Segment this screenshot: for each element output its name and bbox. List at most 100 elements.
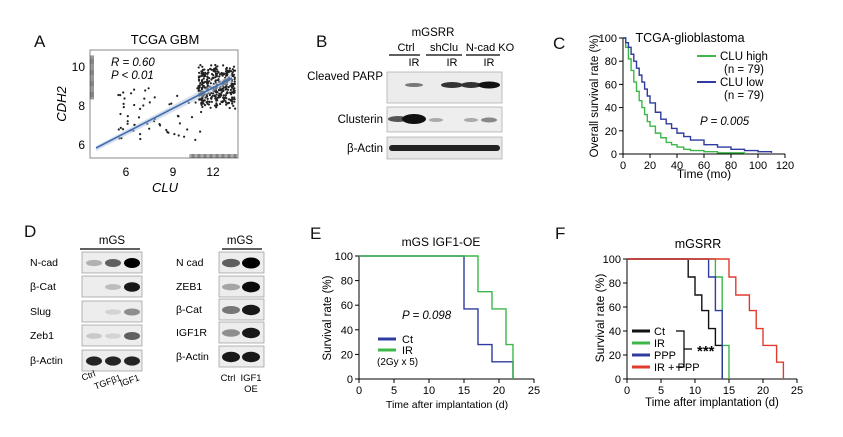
scatter-point [233, 80, 236, 83]
panel-f-series-ct [627, 258, 723, 379]
x-tick-label: 40 [671, 160, 683, 172]
scatter-point [198, 84, 201, 87]
blot-band [242, 304, 260, 316]
y-tick-label: 0 [615, 374, 621, 386]
blot-band [242, 327, 260, 339]
panel-letter-c: C [553, 34, 566, 53]
panel-b: mGSRR Ctrl shClu N-cad KO IR IR IR Cleav… [307, 27, 515, 160]
panel-f-series-ir-ppp [627, 258, 785, 379]
x-tick-label: 100 [749, 160, 767, 172]
scatter-point [225, 85, 228, 88]
scatter-point [144, 89, 147, 92]
panel-b-group-label: Ctrl [397, 42, 414, 54]
scatter-point [222, 64, 225, 67]
scatter-point [206, 95, 209, 98]
scatter-point [232, 65, 236, 68]
scatter-point [226, 88, 230, 91]
scatter-point [218, 75, 221, 78]
panel-c-series-clu-low [623, 37, 773, 153]
panel-f-legend-label: IR [654, 338, 665, 350]
panel-c-legend-n: (n = 79) [724, 90, 764, 102]
panel-c-title: TCGA-glioblastoma [635, 31, 744, 45]
scatter-point [200, 98, 203, 101]
panel-c-series-clu-high [623, 37, 746, 154]
blot-band [105, 259, 121, 267]
blot-band [429, 118, 443, 122]
scatter-point [225, 101, 228, 104]
panel-c-legend-label: CLU high [720, 51, 768, 63]
panel-f-legend-label: IR + PPP [654, 362, 700, 374]
scatter-point [177, 134, 180, 137]
scatter-point [217, 78, 220, 81]
panel-c-legend-label: CLU low [720, 77, 764, 89]
panel-a-rug [90, 55, 238, 158]
scatter-point [208, 93, 211, 97]
scatter-point [219, 102, 222, 106]
panel-a-scatter-points [117, 63, 237, 141]
panel-d-row-label: β-Actin [30, 355, 63, 367]
scatter-point [231, 71, 234, 74]
scatter-point [178, 122, 181, 125]
scatter-point [215, 93, 218, 96]
panel-a-xtick: 9 [170, 165, 177, 179]
scatter-point [232, 104, 235, 107]
blot-strip [81, 324, 143, 347]
scatter-point [137, 116, 141, 119]
blot-band [86, 259, 102, 267]
scatter-point [210, 97, 213, 100]
panel-letter-a: A [34, 32, 46, 51]
scatter-point [177, 115, 180, 118]
scatter-point [219, 73, 222, 76]
panel-a-frame [89, 49, 239, 159]
panel-b-group-label: N-cad KO [466, 42, 515, 54]
scatter-point [218, 92, 221, 95]
scatter-point [199, 64, 202, 67]
panel-d-lane-label: IGF1 [118, 372, 140, 388]
scatter-point [210, 64, 213, 67]
panel-b-row-label: β-Actin [347, 143, 383, 155]
panel-f-xlabel: Time after implantation (d) [645, 397, 779, 409]
scatter-point [208, 80, 211, 83]
panel-e-series-ir [359, 255, 514, 379]
scatter-point [233, 98, 236, 101]
panel-d-row-label: IGF1R [176, 327, 207, 339]
scatter-point [221, 89, 224, 92]
panel-d-row-label: β-Cat [30, 281, 56, 293]
scatter-point [204, 74, 207, 78]
panel-a-ytick: 8 [78, 99, 85, 113]
scatter-point [117, 128, 120, 131]
panel-letter-b: B [316, 32, 328, 51]
panel-a-title: TCGA GBM [131, 32, 200, 47]
scatter-point [168, 103, 171, 106]
scatter-point [206, 76, 209, 79]
scatter-point [228, 106, 231, 110]
blot-band [222, 258, 240, 268]
panel-e-series-ct [359, 255, 514, 379]
scatter-point [216, 65, 219, 68]
scatter-point [194, 101, 197, 104]
scatter-point [229, 84, 232, 87]
scatter-point [202, 77, 205, 80]
scatter-point [126, 120, 129, 123]
blot-band [222, 351, 240, 363]
panel-e-ylabel: Survival rate (%) [322, 275, 334, 360]
x-tick-label: 10 [423, 385, 435, 397]
scatter-point [203, 104, 207, 107]
blot-strip [81, 275, 143, 298]
scatter-point [153, 96, 156, 99]
scatter-point [200, 83, 204, 86]
panel-d-row-label: N-cad [30, 257, 58, 269]
panel-a-xtick: 6 [123, 165, 130, 179]
scatter-point [225, 66, 228, 69]
blot-band [389, 145, 500, 151]
y-tick-label: 100 [603, 254, 621, 266]
blot-band [105, 309, 121, 315]
blot-band [461, 82, 481, 88]
scatter-point [122, 91, 125, 94]
panel-e-legend-label: IR [402, 345, 413, 357]
scatter-point [229, 88, 232, 91]
scatter-point [119, 94, 122, 97]
scatter-point [200, 102, 203, 105]
blot-band [124, 356, 140, 366]
scatter-point [225, 97, 228, 100]
